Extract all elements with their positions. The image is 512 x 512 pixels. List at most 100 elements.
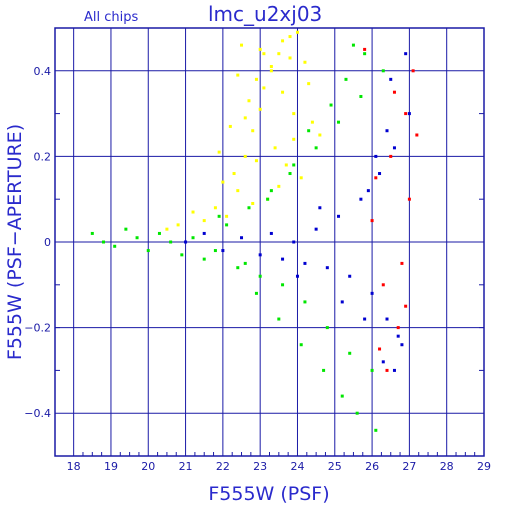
data-point	[404, 52, 408, 56]
data-point	[101, 240, 105, 244]
data-point	[202, 219, 206, 223]
data-point	[258, 47, 262, 51]
x-tick-label: 28	[440, 460, 454, 473]
y-tick-label: 0	[44, 236, 51, 249]
data-point	[243, 116, 247, 120]
data-point	[400, 343, 404, 347]
data-point	[184, 240, 188, 244]
data-point	[191, 210, 195, 214]
data-point	[221, 249, 225, 253]
data-point	[169, 240, 173, 244]
data-point	[217, 214, 221, 218]
data-point	[404, 112, 408, 116]
data-point	[329, 103, 333, 107]
data-point	[303, 261, 307, 265]
data-point	[202, 257, 206, 261]
data-point	[340, 394, 344, 398]
data-point	[124, 227, 128, 231]
data-point	[370, 291, 374, 295]
data-point	[381, 360, 385, 364]
data-point	[322, 368, 326, 372]
data-point	[292, 112, 296, 116]
data-point	[258, 253, 262, 257]
data-point	[348, 351, 352, 355]
data-point	[411, 69, 415, 73]
data-point	[262, 86, 266, 90]
data-point	[236, 189, 240, 193]
data-point	[135, 236, 139, 240]
data-point	[344, 77, 348, 81]
data-point	[396, 334, 400, 338]
x-tick-label: 22	[216, 460, 230, 473]
y-tick-label: 0.4	[34, 65, 52, 78]
data-point	[213, 249, 217, 253]
data-point	[258, 107, 262, 111]
data-point	[385, 317, 389, 321]
x-tick-labels: 18 19 20 21 22 23 24 25 26 27 28 29	[67, 460, 491, 473]
data-point	[225, 214, 229, 218]
data-point	[251, 201, 255, 205]
data-point	[314, 146, 318, 150]
data-point	[400, 261, 404, 265]
data-point	[240, 43, 244, 47]
data-point	[337, 214, 341, 218]
data-point	[247, 206, 251, 210]
data-point	[202, 231, 206, 235]
data-point	[240, 236, 244, 240]
chart-subtitle: All chips	[84, 10, 138, 25]
data-point	[359, 94, 363, 98]
data-point	[325, 266, 329, 270]
data-point	[363, 52, 367, 56]
x-tick-label: 29	[477, 460, 491, 473]
y-tick-label: 0.2	[34, 150, 52, 163]
data-point	[292, 163, 296, 167]
data-point	[113, 244, 117, 248]
data-point	[396, 326, 400, 330]
data-point	[236, 266, 240, 270]
y-tick-label: −0.2	[24, 322, 51, 335]
data-point	[273, 146, 277, 150]
data-point	[351, 43, 355, 47]
data-point	[303, 300, 307, 304]
data-point	[370, 219, 374, 223]
data-point	[299, 343, 303, 347]
data-point	[180, 253, 184, 257]
x-axis-title: F555W (PSF)	[208, 483, 329, 505]
data-point	[288, 35, 292, 39]
data-point	[277, 52, 281, 56]
data-point	[288, 172, 292, 176]
data-point	[374, 154, 378, 158]
data-point	[295, 274, 299, 278]
data-point	[340, 300, 344, 304]
data-point	[254, 291, 258, 295]
data-point	[299, 176, 303, 180]
data-point	[355, 411, 359, 415]
x-tick-label: 20	[141, 460, 155, 473]
data-point	[176, 223, 180, 227]
data-point	[146, 249, 150, 253]
data-point	[318, 206, 322, 210]
x-tick-label: 21	[179, 460, 193, 473]
x-tick-label: 27	[402, 460, 416, 473]
data-point	[262, 52, 266, 56]
data-point	[407, 112, 411, 116]
data-point	[374, 428, 378, 432]
data-point	[236, 73, 240, 77]
data-point	[217, 150, 221, 154]
data-point	[243, 261, 247, 265]
data-point	[228, 124, 232, 128]
y-tick-labels: 0.4 0.2 0 −0.2 −0.4	[24, 65, 51, 420]
data-point	[269, 69, 273, 73]
x-tick-label: 26	[365, 460, 379, 473]
data-point	[348, 274, 352, 278]
data-point	[385, 368, 389, 372]
data-point	[363, 317, 367, 321]
data-point	[288, 56, 292, 60]
data-point	[374, 176, 378, 180]
data-point	[281, 90, 285, 94]
data-point	[251, 129, 255, 133]
data-point	[292, 137, 296, 141]
data-point	[221, 180, 225, 184]
data-points	[90, 30, 419, 432]
